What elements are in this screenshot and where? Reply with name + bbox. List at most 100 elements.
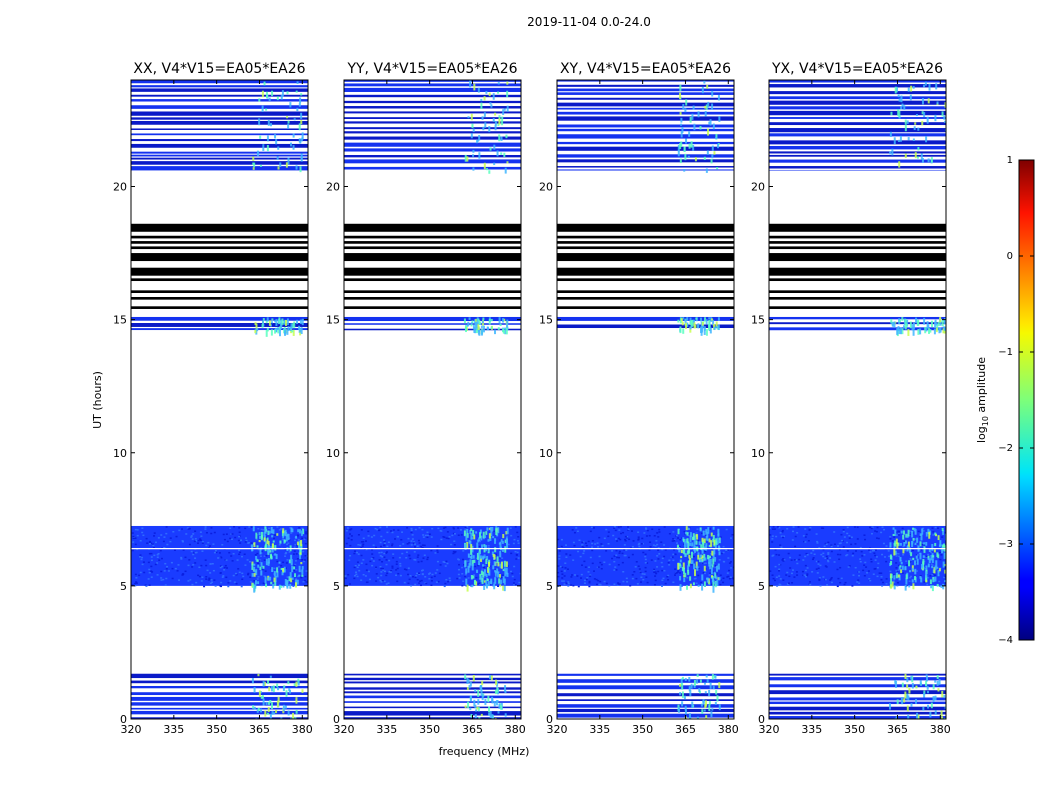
panel-xy: XY, V4*V15=EA05*EA26 320 335 350 365 380 0 5 10 1…: [539, 61, 739, 736]
flagged-band: [769, 253, 946, 262]
x-tick-label: 365: [462, 723, 483, 736]
flagged-band: [344, 306, 521, 309]
y-tick-label: 5: [120, 580, 127, 593]
colorbar-tick-label: −3: [998, 539, 1013, 550]
data-block: [769, 673, 946, 719]
x-tick-label: 365: [887, 723, 908, 736]
data-block: [131, 525, 308, 593]
panel-xx: XX, V4*V15=EA05*EA26 320 335 350 365 380 0 5 10 1…: [113, 61, 313, 736]
x-tick-label: 335: [163, 723, 184, 736]
flagged-band: [769, 223, 946, 232]
flagged-band: [344, 246, 521, 250]
flagged-band: [557, 246, 734, 250]
colorbar-label-log: log: [975, 426, 988, 443]
y-tick-label: 10: [751, 447, 765, 460]
y-tick-label: 5: [546, 580, 553, 593]
flagged-band: [557, 267, 734, 276]
y-tick-label: 5: [758, 580, 765, 593]
panel-frame: [556, 79, 735, 720]
panel-image: [344, 80, 521, 719]
flagged-band: [557, 306, 734, 309]
colorbar-tick-label: −2: [998, 443, 1013, 454]
y-tick-label: 20: [751, 181, 765, 194]
flagged-band: [557, 223, 734, 232]
flagged-band: [344, 267, 521, 276]
data-block: [769, 525, 946, 592]
y-tick-label: 10: [539, 447, 553, 460]
y-tick-label: 20: [539, 181, 553, 194]
x-tick-label: 320: [759, 723, 780, 736]
panel-yx: YX, V4*V15=EA05*EA26 320 335 350 365 380 0 5 10 1…: [751, 61, 951, 736]
panel-image: [131, 80, 308, 719]
panel-frame: [343, 79, 522, 720]
data-block: [344, 525, 521, 592]
x-tick-label: 350: [844, 723, 865, 736]
colorbar: 10−1−2−3−4 log10 amplitude: [975, 155, 1035, 646]
x-tick-label: 350: [632, 723, 653, 736]
flagged-band: [131, 278, 308, 282]
colorbar-tick-label: −4: [998, 635, 1013, 646]
x-tick-label: 380: [292, 723, 313, 736]
flagged-band: [769, 241, 946, 244]
flagged-band: [131, 296, 308, 300]
flagged-band: [131, 223, 308, 232]
panel-title: XX, V4*V15=EA05*EA26: [133, 61, 305, 77]
panel-image: [769, 80, 946, 719]
data-block: [344, 80, 521, 174]
panel-image: [557, 80, 734, 719]
flagged-band: [769, 296, 946, 300]
y-tick-label: 15: [113, 314, 127, 327]
y-tick-label: 15: [539, 314, 553, 327]
data-block: [344, 673, 521, 719]
x-tick-label: 350: [419, 723, 440, 736]
y-tick-label: 0: [546, 713, 553, 726]
panel-frame: [768, 79, 947, 720]
flagged-band: [344, 296, 521, 300]
y-tick-label: 20: [326, 181, 340, 194]
flagged-band: [344, 253, 521, 262]
flagged-band: [557, 290, 734, 293]
panels: XX, V4*V15=EA05*EA26 320 335 350 365 380 0 5 10 1…: [113, 61, 951, 736]
flagged-band: [769, 278, 946, 282]
x-tick-label: 320: [121, 723, 142, 736]
data-block: [769, 316, 946, 337]
flagged-band: [131, 267, 308, 276]
x-tick-label: 365: [249, 723, 270, 736]
y-tick-label: 15: [326, 314, 340, 327]
data-block: [131, 673, 308, 719]
data-block: [131, 316, 308, 337]
flagged-band: [131, 246, 308, 250]
flagged-band: [769, 306, 946, 309]
data-block: [131, 80, 308, 173]
flagged-band: [557, 241, 734, 244]
colorbar-label-rest: amplitude: [975, 357, 988, 416]
x-axis-label: frequency (MHz): [439, 745, 530, 758]
panel-yy: YY, V4*V15=EA05*EA26 320 335 350 365 380 0 5 10 1…: [326, 61, 526, 736]
data-block: [557, 316, 734, 336]
flagged-band: [131, 306, 308, 309]
colorbar-tick-label: −1: [998, 347, 1013, 358]
flagged-band: [344, 241, 521, 244]
x-tick-label: 365: [675, 723, 696, 736]
y-tick-label: 5: [333, 580, 340, 593]
y-axis-label: UT (hours): [91, 371, 104, 429]
flagged-band: [557, 253, 734, 262]
panel-title: YX, V4*V15=EA05*EA26: [771, 61, 943, 77]
flagged-band: [344, 235, 521, 239]
flagged-band: [344, 223, 521, 232]
y-tick-label: 15: [751, 314, 765, 327]
flagged-band: [131, 253, 308, 262]
colorbar-label: log10 amplitude: [975, 357, 990, 443]
flagged-band: [557, 278, 734, 282]
x-tick-label: 380: [718, 723, 739, 736]
y-tick-label: 0: [333, 713, 340, 726]
x-tick-label: 320: [547, 723, 568, 736]
colorbar-ticks: 1 0 −1 −2 −3 −4: [998, 155, 1034, 646]
x-tick-label: 380: [505, 723, 526, 736]
panel-frame: [130, 79, 309, 720]
data-block: [344, 316, 521, 336]
flagged-band: [131, 290, 308, 293]
y-tick-label: 0: [758, 713, 765, 726]
flagged-band: [344, 290, 521, 293]
